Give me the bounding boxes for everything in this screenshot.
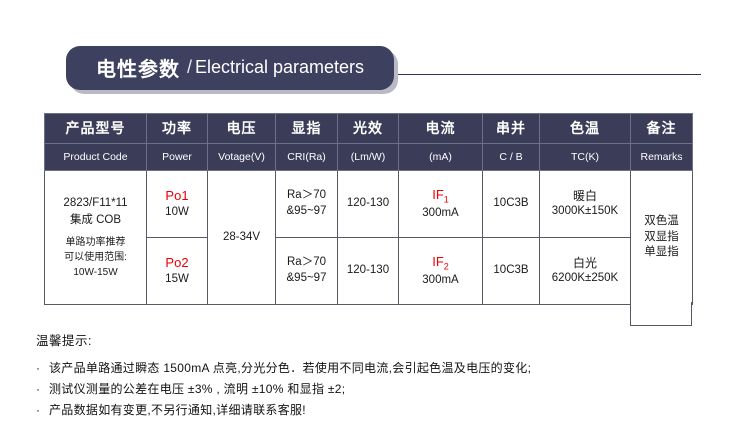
note-bullet-icon: · [36,382,41,396]
power-value-row2: 15W [165,273,189,286]
col-header-cn-cri: 显指 [275,113,338,144]
col-header-en-series-parallel: C / B [482,143,540,171]
remarks-column-overhang [630,302,692,326]
cri-line1-row2: Ra＞70 [287,256,326,269]
col-header-en-power: Power [146,143,208,171]
current-value-row1: 300mA [422,207,459,220]
table-row: 2823/F11*11 集成 COB 单路功率推荐 可以使用范围: 10W-15… [44,170,693,305]
voltage-value: 28-34V [222,230,261,243]
product-note-line1: 单路功率推荐 [65,237,126,249]
cell-current-row2: IF2 300mA [398,237,483,305]
cct-name-row2: 白光 [572,256,597,271]
header-rule [390,74,701,75]
col-header-cn-color-temp: 色温 [539,113,631,144]
note-bullet-icon: · [36,403,41,417]
cri-line1-row1: Ra＞70 [287,189,326,202]
cri-line2-row1: &95~97 [286,205,327,217]
note-item-text: 产品数据如有变更,不另行通知,详细请联系客服! [49,403,306,417]
col-header-cn-current: 电流 [398,113,483,144]
cell-efficacy-row2: 120-130 [337,237,399,305]
cri-line2-row2: &95~97 [286,272,327,284]
electrical-parameters-table: 产品型号 功率 电压 显指 光效 电流 串并 色温 备注 Product Cod… [44,113,693,305]
table-header-row-en: Product Code Power Votage(V) CRI(Ra) (Lm… [44,143,693,171]
efficacy-value-row1: 120-130 [346,197,390,210]
cct-value-row2: 6200K±250K [551,272,619,285]
table-row: Po2 15W Ra＞70 &95~97 120-130 IF2 [45,237,693,305]
efficacy-value-row2: 120-130 [346,264,390,277]
cell-color-temp-row2: 白光 6200K±250K [539,237,631,305]
col-header-en-color-temp: TC(K) [539,143,631,171]
product-note-line3: 10W-15W [73,267,118,279]
cell-efficacy-row1: 120-130 [337,170,399,238]
col-header-en-remarks: Remarks [630,143,693,171]
note-item-text: 该产品单路通过瞬态 1500mA 点亮,分光分色．若使用不同电流,会引起色温及电… [49,361,532,375]
col-header-cn-voltage: 电压 [207,113,276,144]
cell-color-temp-row1: 暖白 3000K±150K [539,170,631,238]
cell-current-row1: IF1 300mA [398,170,483,238]
power-value-row1: 10W [165,206,189,219]
col-header-cn-remarks: 备注 [630,113,693,144]
cell-series-parallel-row1: 10C3B [482,170,540,238]
product-model-line1: 2823/F11*11 [63,196,128,209]
note-item: · 该产品单路通过瞬态 1500mA 点亮,分光分色．若使用不同电流,会引起色温及… [36,358,726,379]
col-header-en-voltage: Votage(V) [207,143,276,171]
col-header-cn-product-code: 产品型号 [44,113,147,144]
cell-remarks: 双色温 双显指 单显指 [630,170,693,305]
cell-power-row1: Po1 10W [146,170,208,238]
remarks-line2: 双显指 [644,230,679,243]
current-code-text-row2: IF [432,254,444,270]
cb-value-row2: 10C3B [493,264,529,277]
cell-voltage: 28-34V [207,170,276,305]
current-code-sub-row2: 2 [443,261,449,272]
section-title-cn: 电性参数 [95,58,180,81]
remarks-column-overhang-mask [631,301,691,304]
cell-cri-row2: Ra＞70 &95~97 [275,237,338,305]
cell-product-code: 2823/F11*11 集成 COB 单路功率推荐 可以使用范围: 10W-15… [44,170,147,305]
spec-table: 产品型号 功率 电压 显指 光效 电流 串并 色温 备注 Product Cod… [44,113,693,305]
cell-cri-row1: Ra＞70 &95~97 [275,170,338,238]
col-header-en-cri: CRI(Ra) [275,143,338,171]
col-header-cn-efficacy: 光效 [337,113,399,144]
table-header-row-cn: 产品型号 功率 电压 显指 光效 电流 串并 色温 备注 [44,113,693,144]
notes-title: 温馨提示: [36,334,92,348]
note-bullet-icon: · [36,361,41,375]
section-title-separator: / [186,56,192,77]
product-note-line2: 可以使用范围: [64,252,127,264]
col-header-cn-series-parallel: 串并 [482,113,540,144]
note-item: · 产品数据如有变更,不另行通知,详细请联系客服! [36,400,726,421]
cell-power-row2: Po2 15W [146,237,208,305]
current-code-sub-row1: 1 [443,194,449,205]
notes-section: 温馨提示: · 该产品单路通过瞬态 1500mA 点亮,分光分色．若使用不同电流,… [36,330,726,421]
section-title-pill: 电性参数 / Electrical parameters [66,46,394,90]
current-code-row1: IF1 [399,186,482,206]
section-title-en: Electrical parameters [194,56,365,77]
cct-value-row1: 3000K±150K [551,205,619,218]
col-header-en-product-code: Product Code [44,143,147,171]
current-code-row2: IF2 [399,253,482,273]
product-model-line2: 集成 COB [69,213,122,226]
note-item-text: 测试仪测量的公差在电压 ±3% , 流明 ±10% 和显指 ±2; [49,382,346,396]
remarks-line1: 双色温 [644,215,679,228]
cb-value-row1: 10C3B [493,197,529,210]
current-code-text-row1: IF [432,187,444,203]
note-item: · 测试仪测量的公差在电压 ±3% , 流明 ±10% 和显指 ±2; [36,379,726,400]
power-code-row1: Po1 [165,188,189,204]
power-code-row2: Po2 [165,255,189,271]
current-value-row2: 300mA [422,274,459,287]
cell-series-parallel-row2: 10C3B [482,237,540,305]
col-header-en-efficacy: (Lm/W) [337,143,399,171]
section-header: 电性参数 / Electrical parameters [0,22,750,94]
col-header-en-current: (mA) [398,143,483,171]
cct-name-row1: 暖白 [572,189,597,204]
remarks-line3: 单显指 [644,246,679,259]
col-header-cn-power: 功率 [146,113,208,144]
